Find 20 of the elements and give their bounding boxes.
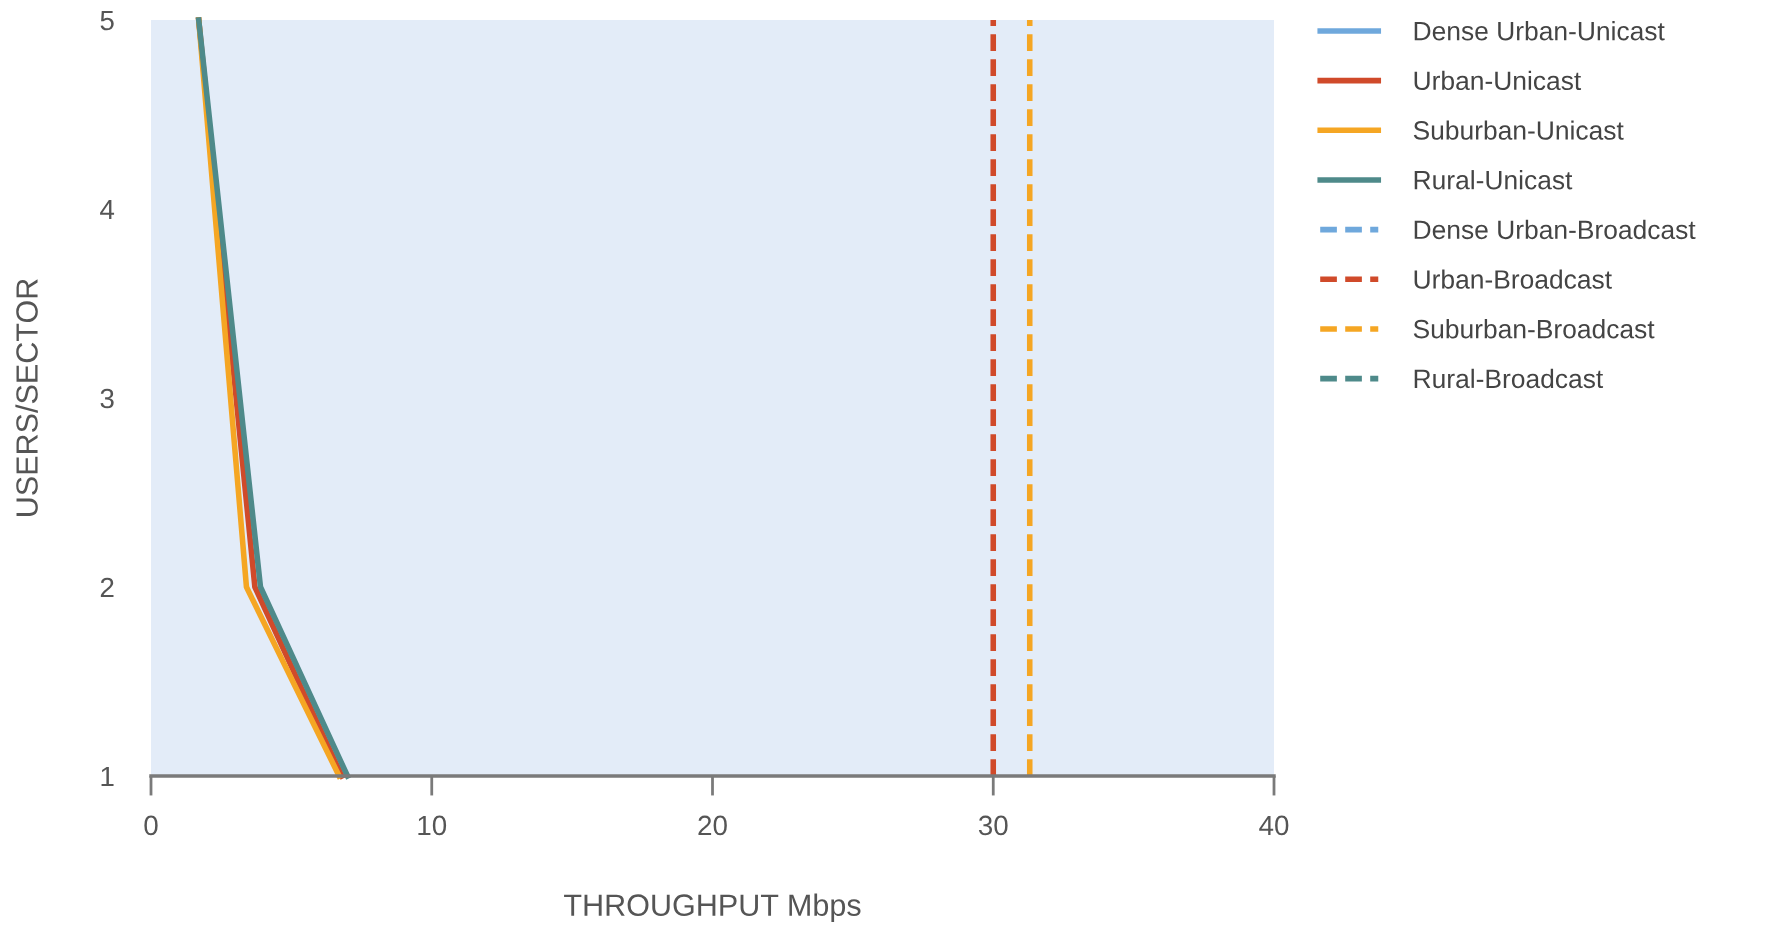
x-tick-label: 40 — [1259, 815, 1289, 836]
legend-label: Suburban-Broadcast — [1413, 319, 1655, 339]
legend-label: Dense Urban-Broadcast — [1414, 219, 1696, 240]
y-tick-label: 1 — [101, 766, 114, 787]
y-tick-label: 5 — [100, 10, 114, 31]
x-axis-title: THROUGHPUT Mbps — [564, 893, 861, 923]
y-tick-label: 3 — [100, 388, 114, 409]
legend-label: Urban-Broadcast — [1414, 269, 1612, 289]
y-axis-title: USERS/SECTOR — [15, 279, 38, 516]
y-tick-label: 2 — [100, 577, 114, 598]
y-tick-label: 4 — [100, 199, 115, 220]
legend-label: Dense Urban-Unicast — [1414, 21, 1665, 41]
x-tick-label: 20 — [698, 815, 727, 836]
x-tick-label: 30 — [978, 815, 1008, 836]
x-tick-label: 10 — [418, 815, 447, 836]
legend-label: Suburban-Unicast — [1413, 120, 1624, 140]
legend-label: Rural-Broadcast — [1414, 368, 1604, 389]
legend-label: Rural-Unicast — [1414, 170, 1573, 190]
legend-label: Urban-Unicast — [1414, 70, 1582, 91]
x-tick-label: 0 — [144, 815, 158, 836]
